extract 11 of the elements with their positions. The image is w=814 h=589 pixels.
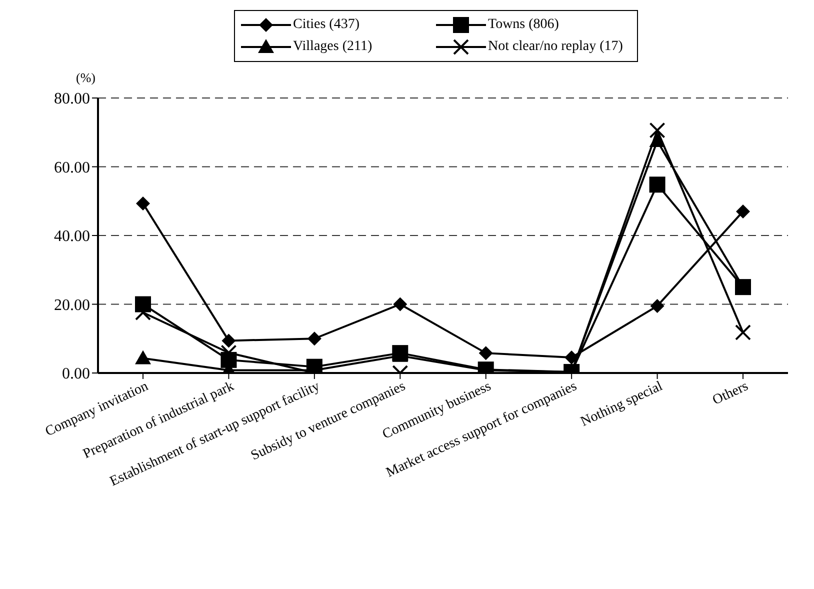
y-tick-label: 20.00: [54, 296, 90, 314]
y-tick-label: 80.00: [54, 90, 90, 108]
legend-label: Cities (437): [293, 17, 360, 33]
y-axis-title: (%): [76, 70, 96, 86]
y-tick-label: 60.00: [54, 159, 90, 176]
legend-label: Not clear/no replay (17): [488, 39, 623, 55]
y-tick-label: 0.00: [62, 366, 90, 383]
x-tick-label: Others: [710, 379, 751, 408]
legend-label: Villages (211): [293, 39, 372, 55]
legend-label: Towns (806): [488, 17, 559, 33]
y-tick-label: 40.00: [54, 228, 90, 246]
